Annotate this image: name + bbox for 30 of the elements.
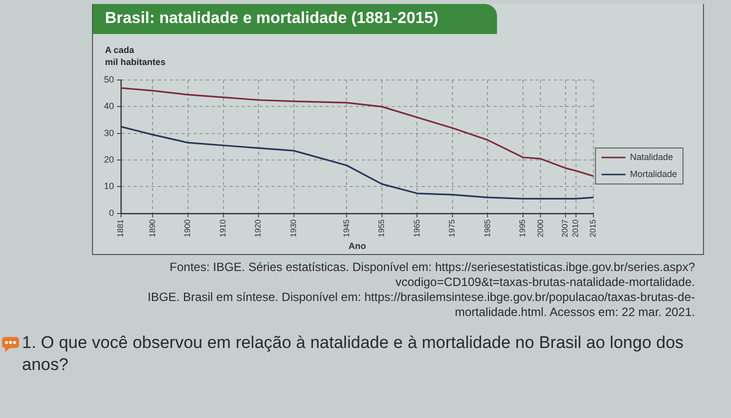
text: IBGE. Brasil em síntese. Disponível em: https://brasilemsintese.ibge.gov.br/populacao/taxas-brutas-de-mortalidade.html. Acessos em: 22 mar. 2021.	[146, 290, 695, 320]
y-axis-title: A cada mil habitantes	[105, 44, 166, 68]
x-tick-label: 1890	[148, 218, 157, 238]
y-tick-label: 40	[104, 101, 114, 112]
x-tick-label: 1881	[116, 218, 126, 238]
x-tick-label: 1945	[342, 218, 351, 238]
x-tick-label: 1910	[218, 218, 228, 238]
y-tick-label: 30	[104, 128, 114, 138]
x-tick-label: 1955	[377, 218, 386, 238]
y-tick-label: 20	[104, 154, 114, 165]
x-tick-label: 2015	[588, 218, 598, 238]
x-tick-label: 1900	[183, 218, 192, 238]
text: Fontes: IBGE. Séries estatísticas. Disponível em: https://seriesestatisticas.ibge.gov.br/series.aspx?vcodigo=CD109&t=taxas-brutas-natalidade-mortalidade.	[168, 260, 695, 290]
x-tick-label: 1985	[482, 218, 492, 238]
x-tick-label: 1920	[254, 218, 263, 238]
y-tick-label: 10	[104, 181, 114, 192]
x-tick-label: 2000	[536, 218, 545, 238]
x-tick-label: 1965	[412, 218, 422, 238]
chart-title: Brasil: natalidade e mortalidade (1881-2015)	[93, 4, 497, 34]
x-tick-label: 1975	[448, 218, 457, 238]
legend-label: Natalidade	[630, 152, 674, 162]
y-tick-label: 0	[108, 208, 114, 218]
x-axis-title: Ano	[348, 241, 366, 252]
x-tick-label: 2007	[560, 218, 570, 238]
y-tick-label: 50	[104, 74, 114, 84]
legend-label: Mortalidade	[630, 168, 678, 179]
x-tick-label: 1995	[518, 218, 528, 238]
x-tick-label: 1930	[288, 218, 298, 238]
text: 1. O que você observou em relação à natalidade e à mortalidade no Brasil ao longo dos anos?	[22, 332, 685, 376]
x-tick-label: 2010	[571, 218, 580, 238]
